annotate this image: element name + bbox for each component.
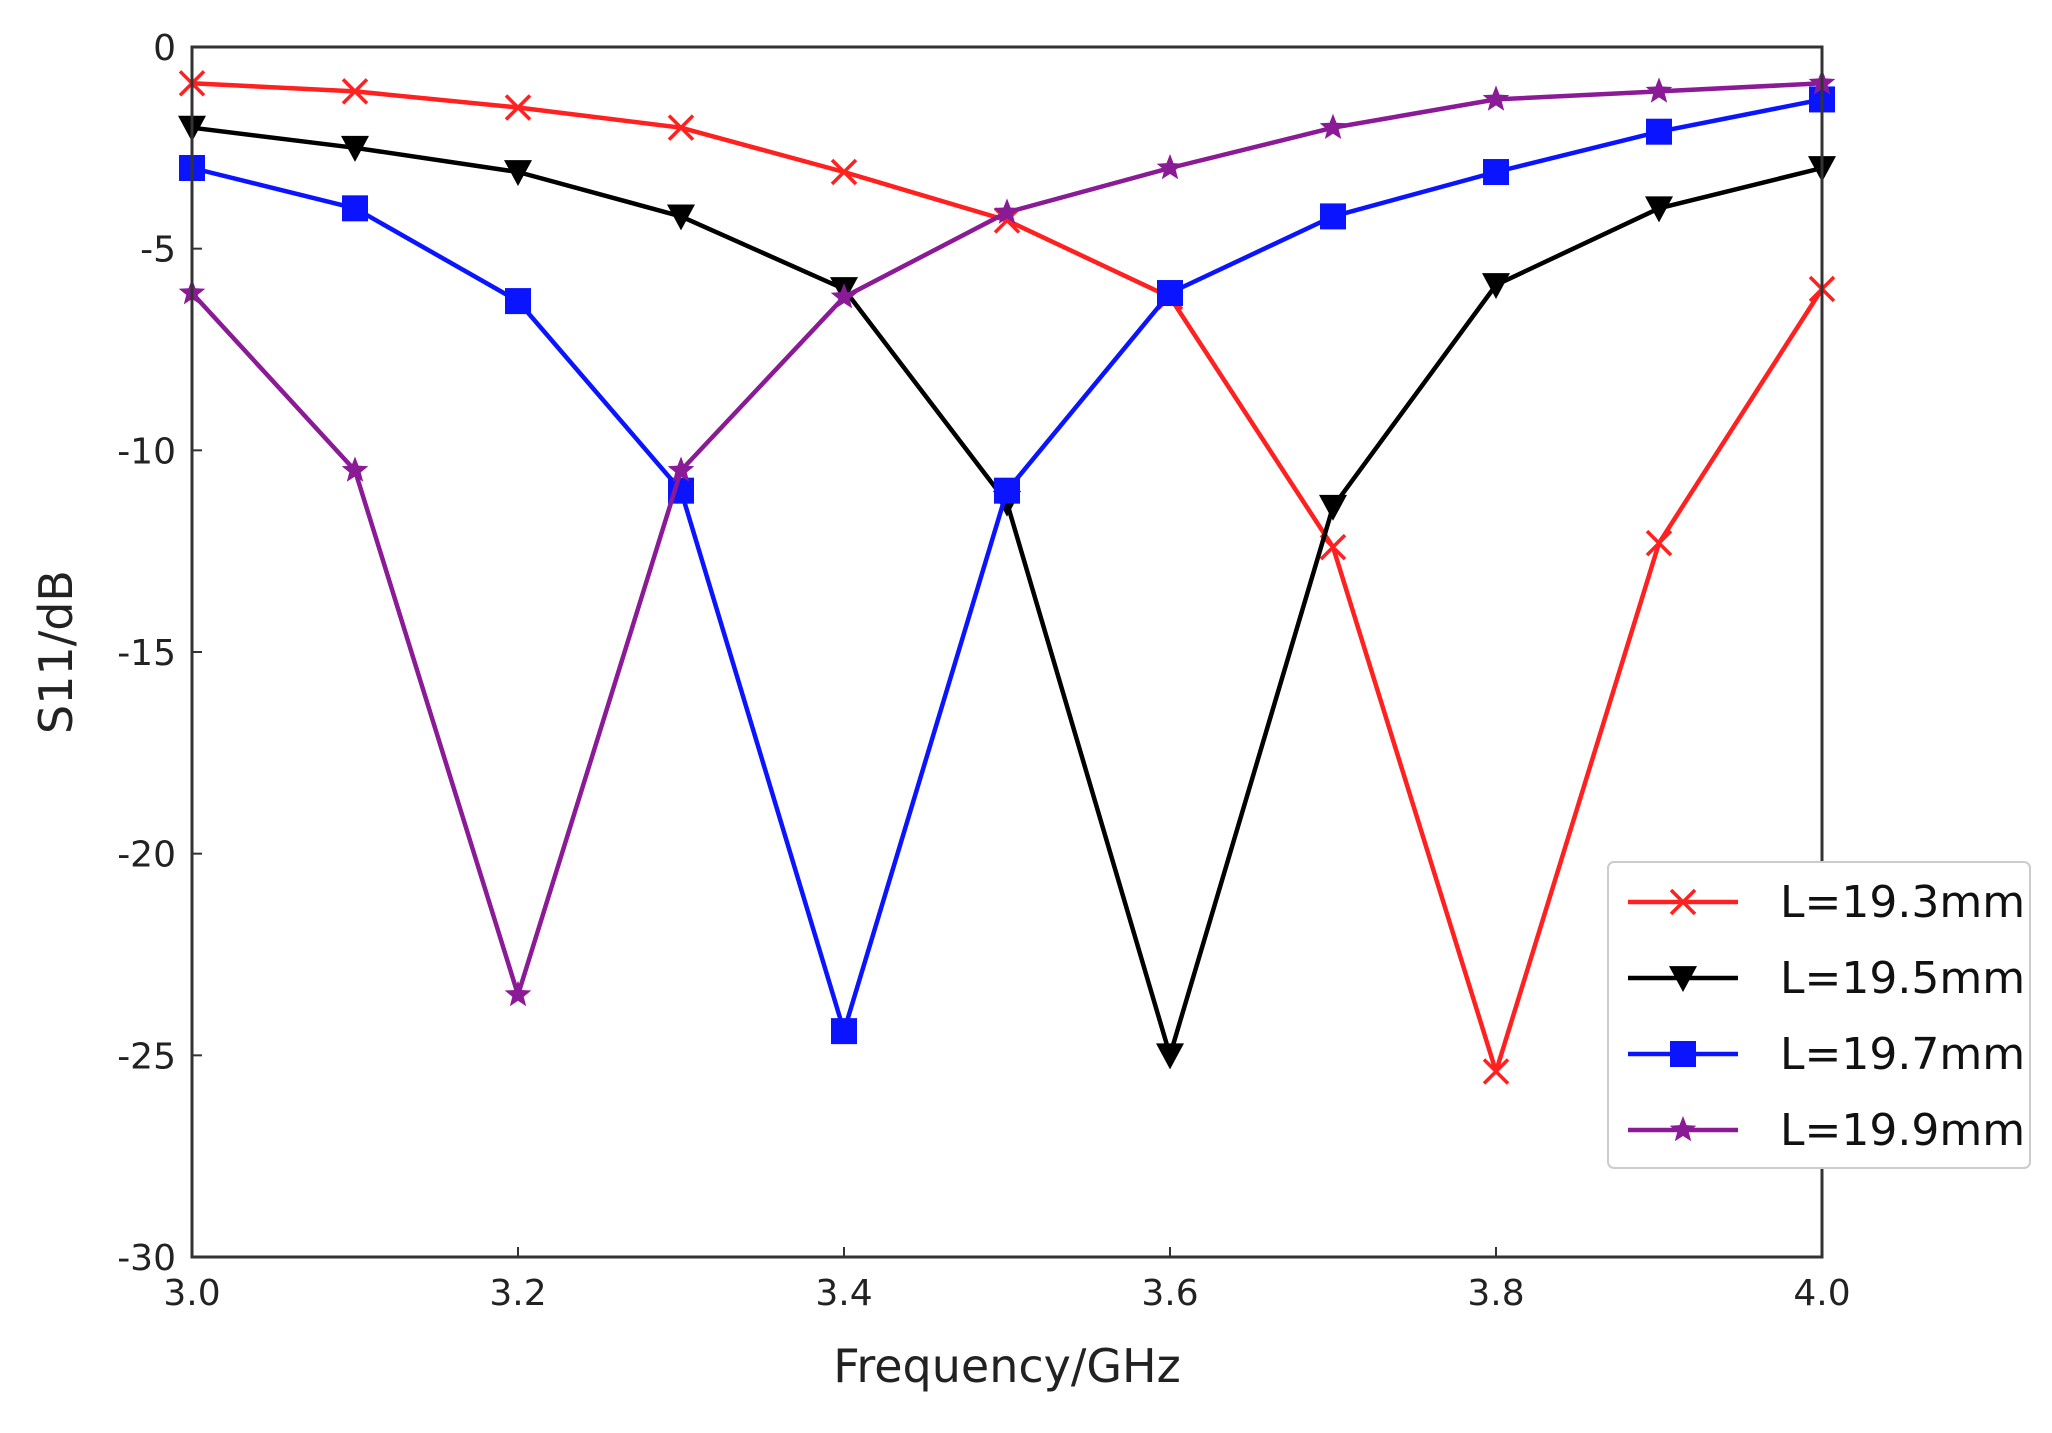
y-tick-label: -30 [117, 1238, 176, 1279]
series-0 [178, 70, 1836, 1085]
data-point [504, 94, 532, 121]
legend-box [1607, 861, 2031, 1169]
data-point [1156, 154, 1184, 180]
x-tick-label: 4.0 [1793, 1273, 1850, 1314]
data-point [993, 198, 1021, 224]
series-layer [178, 69, 1836, 1085]
x-tick-label: 3.8 [1467, 1273, 1524, 1314]
x-tick-label: 3.0 [163, 1273, 220, 1314]
data-point [341, 135, 369, 162]
data-point [831, 1018, 857, 1045]
series-line [191, 125, 1823, 1058]
legend-items: L=19.3mm L=19.5mm L=19.7mm L=19.9mm [1628, 877, 2025, 1156]
y-tick-label: -5 [140, 230, 176, 271]
data-point [1320, 203, 1346, 230]
y-axis-title: S11/dB [29, 570, 83, 734]
data-point [667, 204, 695, 231]
data-point [504, 160, 532, 187]
axis-ticks: 3.0 3.2 3.4 3.6 3.8 4.0 0 -5 -10 -15 -20 -25 -30 [117, 28, 1850, 1314]
plot-frame [190, 45, 1824, 1259]
x-tick-label: 3.6 [1141, 1273, 1198, 1314]
legend-item: L=19.3mm [1628, 877, 2025, 928]
legend-label: L=19.9mm [1780, 1105, 2025, 1156]
series-3 [178, 69, 1836, 1007]
series-line [191, 81, 1824, 1074]
data-point [342, 195, 368, 222]
series-line [191, 97, 1823, 1034]
data-point [1483, 159, 1509, 186]
legend-swatch-marker [1670, 1041, 1696, 1067]
y-tick-label: -25 [117, 1036, 176, 1077]
data-point [1319, 113, 1347, 139]
legend: L=19.3mm L=19.5mm L=19.7mm L=19.9mm [1607, 861, 2031, 1169]
data-point [1482, 273, 1510, 299]
data-point [830, 283, 858, 309]
data-point [341, 456, 369, 482]
data-point [1645, 77, 1673, 103]
y-tick-label: -10 [117, 431, 176, 472]
data-point [341, 78, 369, 105]
legend-item: L=19.7mm [1628, 1029, 2025, 1080]
series-1 [178, 115, 1836, 1070]
data-point [1156, 1043, 1184, 1070]
x-tick-label: 3.2 [489, 1273, 546, 1314]
legend-swatch-marker [1669, 966, 1697, 992]
data-point [504, 980, 532, 1007]
data-point [1157, 280, 1183, 307]
data-point [1645, 529, 1673, 557]
data-point [1646, 118, 1672, 145]
legend-item: L=19.9mm [1628, 1105, 2025, 1156]
legend-swatch-marker [1669, 888, 1697, 916]
data-point [505, 288, 531, 315]
data-point [830, 158, 858, 186]
data-point [667, 114, 695, 141]
y-tick-label: -20 [117, 835, 176, 876]
y-tick-label: -15 [117, 633, 176, 674]
x-tick-label: 3.4 [815, 1273, 872, 1314]
data-point [1645, 196, 1673, 223]
legend-label: L=19.3mm [1780, 877, 2025, 928]
legend-swatch-marker [1669, 1116, 1697, 1142]
data-point [994, 477, 1020, 504]
data-point [1482, 1058, 1510, 1085]
legend-label: L=19.7mm [1780, 1029, 2025, 1080]
y-tick-label: 0 [153, 28, 176, 69]
data-point [1319, 494, 1347, 521]
legend-label: L=19.5mm [1780, 953, 2025, 1004]
series-2 [179, 86, 1835, 1045]
x-axis-title: Frequency/GHz [833, 1339, 1181, 1393]
data-point [667, 456, 695, 482]
data-point [1482, 85, 1510, 111]
legend-item: L=19.5mm [1628, 953, 2025, 1004]
